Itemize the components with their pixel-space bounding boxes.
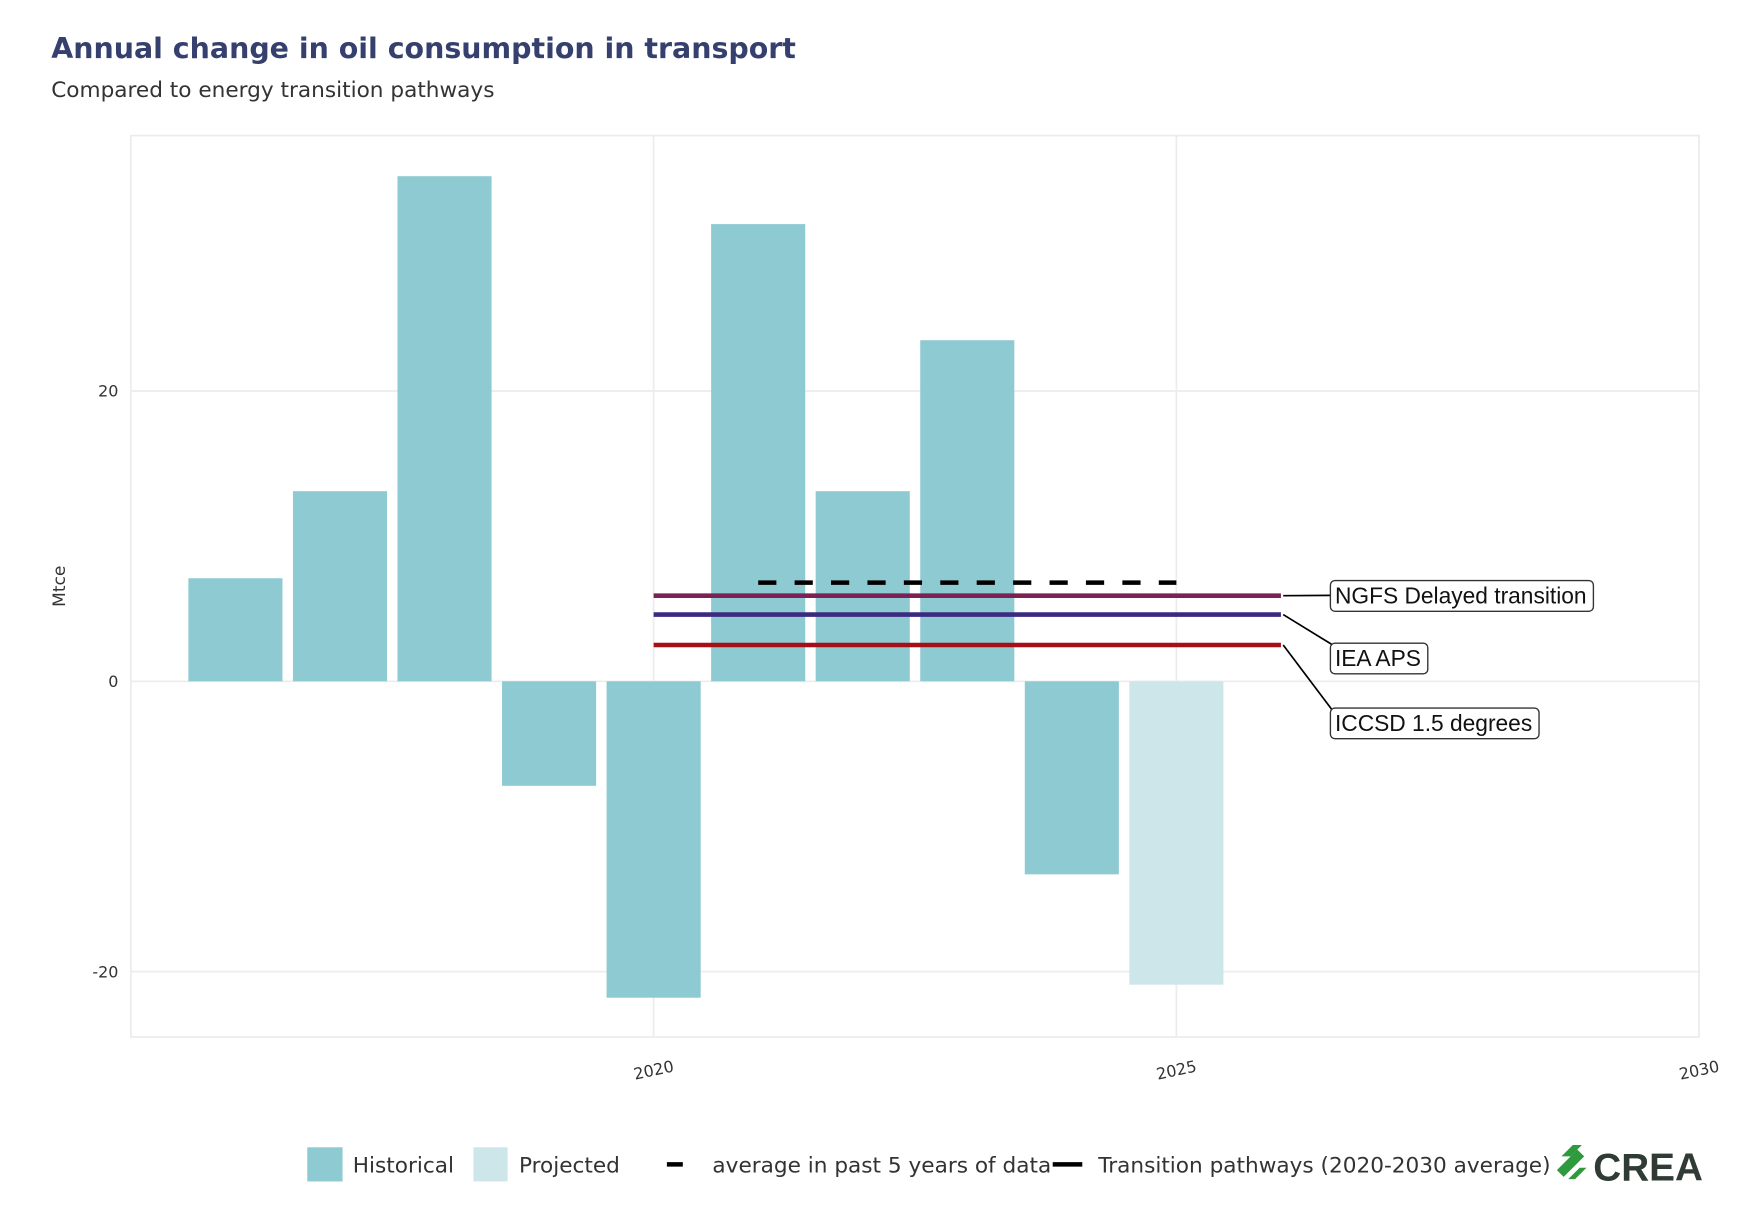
bar-2019 xyxy=(502,681,597,786)
pathway-label: IEA APS xyxy=(1329,642,1429,675)
chart-title: Annual change in oil consumption in tran… xyxy=(51,32,796,65)
bar-2022 xyxy=(815,491,910,682)
pathway-label: NGFS Delayed transition xyxy=(1329,579,1595,612)
y-tick-label: 0 xyxy=(108,672,118,691)
label-connector xyxy=(1282,644,1333,710)
bar-2025 xyxy=(1129,681,1224,985)
pathway-label-box xyxy=(1329,642,1429,675)
legend-swatch-projected xyxy=(473,1147,508,1182)
bar-2021 xyxy=(711,224,806,682)
y-axis-title: Mtce xyxy=(50,566,70,607)
pathway-label-box xyxy=(1329,579,1595,612)
bar-2017 xyxy=(292,491,388,682)
pathway-label-text: NGFS Delayed transition xyxy=(1335,582,1587,608)
pathway-label: ICCSD 1.5 degrees xyxy=(1329,707,1540,740)
chart-subtitle: Compared to energy transition pathways xyxy=(51,78,494,103)
legend-label-pathways: Transition pathways (2020-2030 average) xyxy=(1097,1153,1550,1178)
legend-swatch-historical xyxy=(307,1147,343,1182)
pathway-label-box xyxy=(1329,707,1540,740)
bar-2016 xyxy=(188,578,283,682)
label-connector xyxy=(1282,613,1332,646)
logo-text: CREA xyxy=(1593,1146,1703,1189)
y-tick-label: -20 xyxy=(92,962,118,981)
bars xyxy=(188,176,1224,998)
bar-2020 xyxy=(606,681,701,998)
y-tick-label: 20 xyxy=(98,382,118,401)
x-tick-label: 2020 xyxy=(632,1057,676,1084)
x-tick-label: 2030 xyxy=(1677,1057,1721,1084)
legend-label-projected: Projected xyxy=(519,1153,620,1178)
logo-icon xyxy=(1556,1145,1587,1180)
pathway-lines: NGFS Delayed transition IEA APS ICCSD 1.5 … xyxy=(653,579,1595,740)
legend-label-average: average in past 5 years of data xyxy=(712,1153,1051,1178)
crea-logo: CREA xyxy=(1556,1145,1703,1189)
x-tick-label: 2025 xyxy=(1155,1057,1199,1084)
pathway-label-text: ICCSD 1.5 degrees xyxy=(1335,710,1532,736)
bar-2024 xyxy=(1024,681,1119,875)
bar-2023 xyxy=(920,340,1015,682)
pathway-label-text: IEA APS xyxy=(1335,645,1421,671)
legend: Historical Projected average in past 5 yea… xyxy=(307,1147,1551,1182)
legend-label-historical: Historical xyxy=(353,1153,454,1178)
bar-2018 xyxy=(397,176,492,682)
